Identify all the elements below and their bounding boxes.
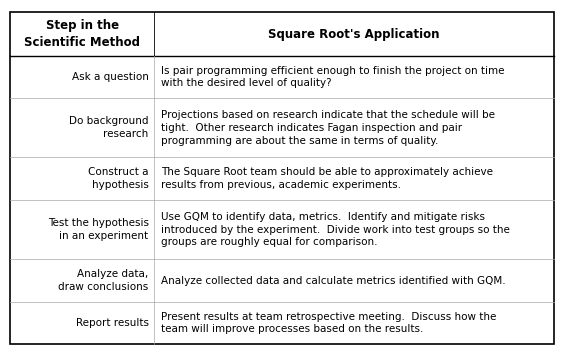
Text: Ask a question: Ask a question [72, 72, 148, 82]
Text: Do background
research: Do background research [69, 117, 148, 139]
Text: Use GQM to identify data, metrics.  Identify and mitigate risks
introduced by th: Use GQM to identify data, metrics. Ident… [161, 212, 510, 247]
Text: Construct a
hypothesis: Construct a hypothesis [88, 167, 148, 190]
Text: Step in the
Scientific Method: Step in the Scientific Method [24, 19, 140, 49]
Text: Report results: Report results [76, 318, 148, 328]
Text: Square Root's Application: Square Root's Application [268, 27, 440, 40]
Text: The Square Root team should be able to approximately achieve
results from previo: The Square Root team should be able to a… [161, 167, 493, 190]
Text: Analyze collected data and calculate metrics identified with GQM.: Analyze collected data and calculate met… [161, 276, 505, 285]
Text: Test the hypothesis
in an experiment: Test the hypothesis in an experiment [47, 218, 148, 241]
Text: Is pair programming efficient enough to finish the project on time
with the desi: Is pair programming efficient enough to … [161, 65, 505, 88]
Text: Present results at team retrospective meeting.  Discuss how the
team will improv: Present results at team retrospective me… [161, 312, 496, 334]
Text: Analyze data,
draw conclusions: Analyze data, draw conclusions [58, 269, 148, 292]
Text: Projections based on research indicate that the schedule will be
tight.  Other r: Projections based on research indicate t… [161, 110, 495, 146]
